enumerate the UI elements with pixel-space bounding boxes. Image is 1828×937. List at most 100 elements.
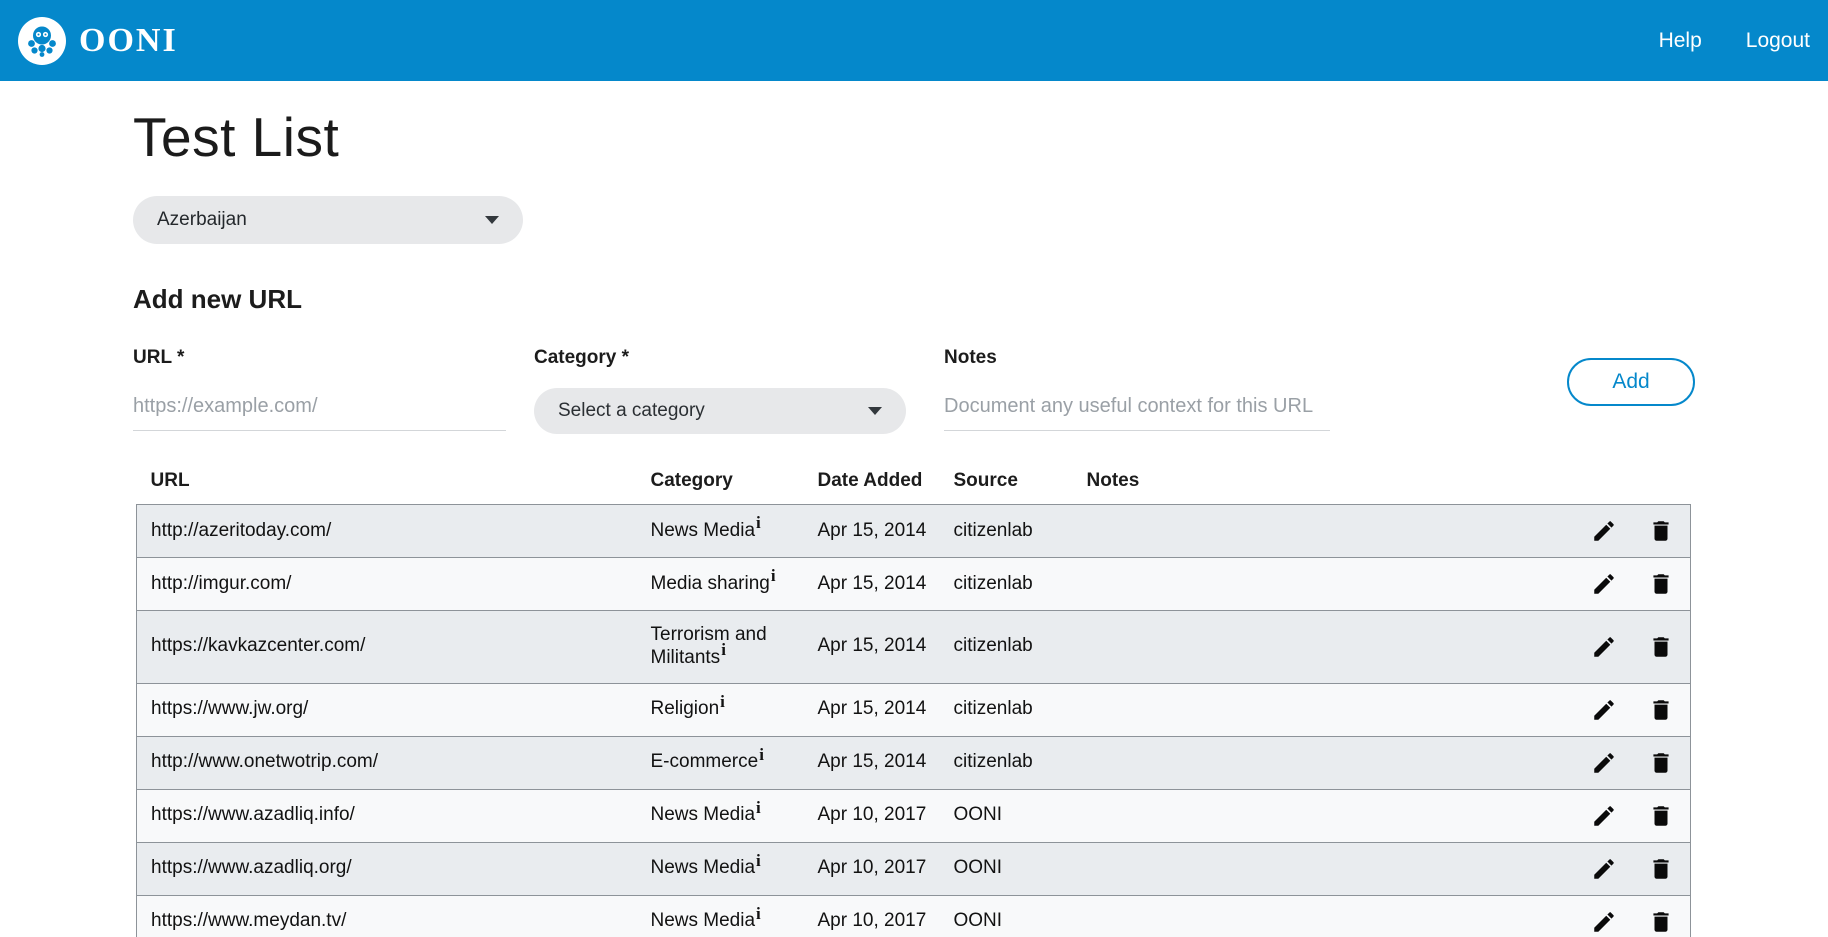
category-info-icon[interactable]: i (756, 850, 761, 870)
url-cell: http://azeritoday.com/ (151, 519, 332, 541)
table-row: http://www.onetwotrip.com/ E-commercei A… (136, 736, 1691, 790)
category-select[interactable]: Select a category (534, 388, 906, 434)
actions-cell (1521, 842, 1691, 895)
category-text: Media sharing (650, 572, 770, 594)
delete-icon[interactable] (1648, 750, 1674, 776)
category-cell: Media sharingi (651, 558, 818, 611)
url-cell: https://www.meydan.tv/ (151, 910, 347, 932)
column-header-actions (1521, 470, 1691, 505)
column-header-source: Source (953, 470, 1018, 491)
url-cell: https://www.azadliq.info/ (151, 804, 355, 826)
logout-link[interactable]: Logout (1745, 28, 1810, 52)
source-cell: citizenlab (953, 698, 1033, 720)
edit-icon[interactable] (1591, 518, 1617, 544)
source-cell: OONI (953, 804, 1003, 826)
category-cell: News Mediai (651, 895, 818, 937)
add-new-url-heading: Add new URL (133, 284, 302, 314)
chevron-down-icon (485, 216, 499, 224)
source-cell: citizenlab (953, 635, 1033, 657)
edit-icon[interactable] (1591, 571, 1617, 597)
category-cell: Religioni (651, 683, 818, 736)
category-field-group: Category * Select a category (534, 347, 906, 434)
edit-icon[interactable] (1591, 909, 1617, 935)
notes-cell (1087, 842, 1521, 895)
chevron-down-icon (868, 407, 882, 415)
category-text: E-commerce (650, 751, 759, 773)
actions-cell (1521, 505, 1691, 558)
notes-input[interactable] (944, 385, 1330, 431)
table-row: http://imgur.com/ Media sharingi Apr 15,… (136, 557, 1691, 611)
brand-name: OONI (79, 21, 178, 59)
notes-cell (1087, 895, 1521, 937)
source-cell: OONI (953, 910, 1003, 932)
delete-icon[interactable] (1648, 697, 1674, 723)
table-row: https://www.meydan.tv/ News Mediai Apr 1… (136, 895, 1691, 937)
actions-cell (1521, 558, 1691, 611)
date-added-cell: Apr 10, 2017 (817, 910, 927, 932)
source-cell: citizenlab (953, 519, 1033, 541)
ooni-octopus-logo-icon (18, 16, 66, 65)
delete-icon[interactable] (1648, 909, 1674, 935)
category-info-icon[interactable]: i (756, 513, 761, 533)
edit-icon[interactable] (1591, 750, 1617, 776)
category-cell: News Mediai (651, 842, 818, 895)
category-info-icon[interactable]: i (756, 797, 761, 817)
category-info-icon[interactable]: i (756, 903, 761, 923)
delete-icon[interactable] (1648, 856, 1674, 882)
url-label: URL * (133, 347, 185, 368)
edit-icon[interactable] (1591, 697, 1617, 723)
add-url-button[interactable]: Add (1567, 358, 1695, 406)
category-label: Category * (534, 347, 630, 368)
category-info-icon[interactable]: i (721, 640, 726, 660)
category-text: News Media (650, 804, 756, 826)
url-cell: https://kavkazcenter.com/ (151, 635, 366, 657)
add-url-form: URL * Category * Select a category Notes… (133, 347, 1695, 434)
url-input[interactable] (133, 385, 506, 431)
table-row: https://www.jw.org/ Religioni Apr 15, 20… (136, 683, 1691, 737)
help-link[interactable]: Help (1658, 28, 1702, 52)
country-select[interactable]: Azerbaijan (133, 196, 523, 244)
country-select-value: Azerbaijan (157, 209, 247, 230)
notes-cell (1087, 505, 1521, 558)
date-added-cell: Apr 10, 2017 (817, 857, 927, 879)
actions-cell (1521, 895, 1691, 937)
category-cell: News Mediai (651, 505, 818, 558)
notes-label: Notes (944, 347, 997, 368)
category-cell: News Mediai (651, 789, 818, 842)
column-header-url: URL (150, 470, 190, 491)
table-row: https://www.azadliq.org/ News Mediai Apr… (136, 842, 1691, 896)
edit-icon[interactable] (1591, 634, 1617, 660)
brand[interactable]: OONI (18, 16, 178, 65)
category-info-icon[interactable]: i (720, 691, 725, 711)
category-cell: E-commercei (651, 736, 818, 789)
date-added-cell: Apr 15, 2014 (817, 572, 927, 594)
table-row: https://www.azadliq.info/ News Mediai Ap… (136, 789, 1691, 843)
column-header-notes: Notes (1086, 470, 1140, 491)
category-select-value: Select a category (558, 400, 705, 421)
url-table: URL Category Date Added Source Notes htt… (136, 470, 1691, 937)
delete-icon[interactable] (1648, 803, 1674, 829)
category-info-icon[interactable]: i (770, 566, 776, 586)
date-added-cell: Apr 15, 2014 (817, 519, 927, 541)
url-cell: https://www.jw.org/ (151, 698, 309, 720)
table-row: https://kavkazcenter.com/ Terrorism and … (136, 610, 1691, 684)
url-cell: https://www.azadliq.org/ (151, 857, 352, 879)
date-added-cell: Apr 10, 2017 (817, 804, 927, 826)
date-added-cell: Apr 15, 2014 (817, 698, 927, 720)
edit-icon[interactable] (1591, 856, 1617, 882)
actions-cell (1521, 683, 1691, 736)
category-text: Religion (650, 698, 720, 720)
delete-icon[interactable] (1648, 571, 1674, 597)
category-info-icon[interactable]: i (759, 744, 764, 764)
category-text: News Media (650, 519, 756, 541)
actions-cell (1521, 789, 1691, 842)
actions-cell (1521, 736, 1691, 789)
delete-icon[interactable] (1648, 634, 1674, 660)
top-nav: Help Logout (1659, 29, 1810, 53)
source-cell: citizenlab (953, 751, 1033, 773)
delete-icon[interactable] (1648, 518, 1674, 544)
notes-cell (1087, 683, 1521, 736)
date-added-cell: Apr 15, 2014 (817, 751, 927, 773)
edit-icon[interactable] (1591, 803, 1617, 829)
url-cell: http://imgur.com/ (151, 572, 292, 594)
